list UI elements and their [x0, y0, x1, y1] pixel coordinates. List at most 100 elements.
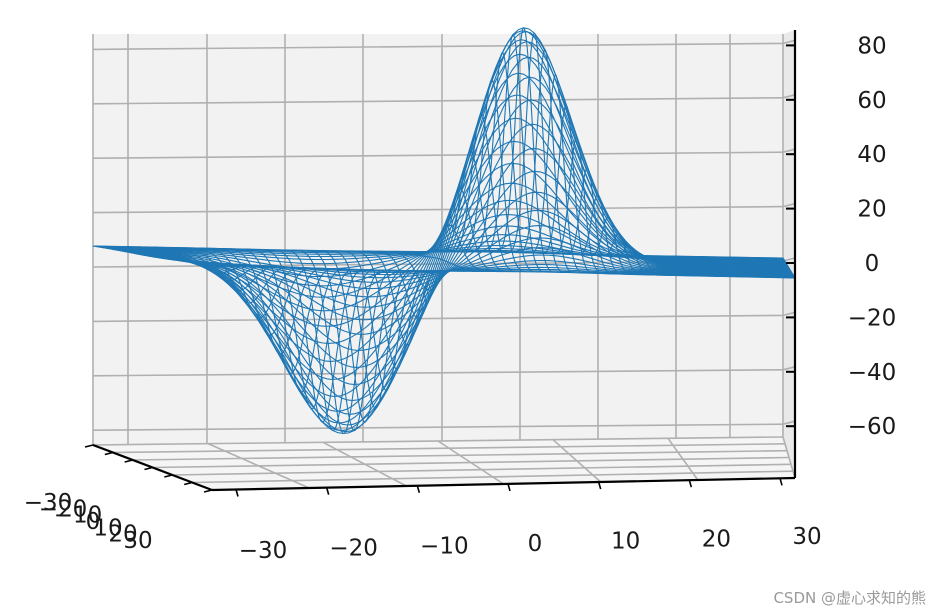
floor-grid-line	[112, 443, 786, 454]
y-tick-label: −30	[24, 490, 73, 516]
surface-line-x	[667, 255, 699, 277]
watermark: CSDN @虚心求知的熊	[773, 589, 926, 607]
surface-line-x	[311, 249, 397, 432]
y-tick-label: −10	[54, 503, 103, 529]
x-tick-label: −10	[420, 533, 469, 559]
surface-line-x	[242, 248, 339, 374]
y-tick-label: 10	[93, 515, 122, 541]
z-tick-label: 80	[857, 33, 886, 59]
floor-grid-line	[782, 436, 796, 479]
surface-line-x	[161, 246, 271, 274]
floor-grid-line	[92, 436, 784, 446]
y-tick-mark	[84, 444, 94, 448]
surface-line-x	[598, 232, 640, 276]
x-tick-mark	[325, 487, 330, 495]
grid-line-horizontal	[782, 366, 796, 371]
surface-line-x	[507, 32, 563, 273]
x-tick-mark	[688, 479, 693, 488]
surface-line-x	[656, 255, 689, 277]
surface-line-x	[725, 256, 747, 278]
surface-line-x	[748, 257, 767, 278]
surface-line-x	[472, 52, 533, 273]
wireframe-surface	[92, 27, 796, 435]
surface-line-x	[610, 244, 650, 276]
y-tick-mark	[164, 474, 173, 478]
surface-line-x	[265, 248, 358, 410]
x-tick-label: −30	[239, 538, 288, 564]
surface-line-x	[253, 248, 349, 393]
tick-marks	[84, 44, 795, 497]
surface-line-x	[230, 248, 329, 355]
z-tick-label: 20	[857, 197, 886, 223]
z-tick-label: −60	[848, 414, 897, 440]
surface-line-x	[299, 249, 387, 435]
grid-line-horizontal	[92, 314, 784, 323]
surface-line-x	[575, 194, 621, 275]
grid-line-horizontal	[92, 423, 784, 431]
grid-line-horizontal	[92, 369, 784, 377]
surface-line-x	[736, 256, 757, 278]
surface-line-x	[679, 255, 708, 277]
y-tick-label: −20	[39, 496, 88, 522]
grid-line-horizontal	[92, 97, 784, 105]
surface-line-x	[702, 256, 728, 277]
grid-line-horizontal	[782, 39, 796, 45]
surface-line-x	[690, 255, 718, 277]
surface-line-x	[771, 257, 786, 279]
y-tick-label: 20	[108, 522, 137, 548]
surface-line-x	[564, 167, 611, 275]
y-tick-mark	[104, 451, 114, 456]
surface-line-x	[460, 79, 524, 273]
x-tick-mark	[597, 481, 602, 490]
y-tick-label: 0	[86, 509, 101, 535]
y-tick-label: 30	[123, 528, 152, 554]
grid-line-horizontal	[782, 311, 796, 317]
surface-line-x	[484, 33, 543, 273]
grid-line-horizontal	[782, 148, 796, 153]
x-tick-mark	[507, 483, 511, 492]
grid-line-horizontal	[782, 202, 796, 208]
surface-line-x	[518, 49, 572, 274]
surface-line-x	[173, 246, 281, 282]
x-tick-label: 30	[792, 524, 821, 550]
surface-line-x	[644, 255, 679, 277]
surface-line-x	[288, 249, 378, 432]
x-axis-line	[211, 476, 796, 492]
surface-line-x	[380, 250, 456, 320]
x-tick-mark	[416, 485, 421, 493]
z-tick-label: 60	[857, 88, 886, 114]
surface-line-x	[345, 250, 426, 391]
grid-line-horizontal	[92, 151, 784, 159]
surface-line-x	[403, 250, 475, 272]
surface-line-x	[541, 104, 592, 274]
side-pane	[783, 30, 795, 478]
z-tick-label: 40	[857, 142, 886, 168]
surface-line-x	[449, 113, 514, 273]
surface-line-x	[713, 256, 738, 278]
surface-line-x	[529, 74, 582, 274]
grid-line-horizontal	[92, 205, 784, 214]
surface-line-x	[621, 252, 660, 276]
y-tick-mark	[183, 481, 193, 486]
surface-line-x	[207, 247, 310, 319]
y-tick-mark	[144, 466, 153, 471]
z-tick-label: −20	[848, 305, 897, 331]
surface-line-x	[104, 245, 222, 267]
surface-line-x	[357, 250, 436, 370]
x-tick-label: 20	[702, 526, 731, 552]
surface-line-x	[759, 257, 777, 278]
surface-line-x	[495, 27, 553, 273]
x-tick-label: 0	[528, 531, 543, 557]
surface-line-x	[322, 250, 407, 423]
grid-line-horizontal	[782, 94, 796, 99]
surface-line-x	[437, 150, 504, 273]
z-tick-label: 0	[865, 251, 880, 277]
x-tick-mark	[235, 489, 239, 497]
z-tick-label: −40	[848, 360, 897, 386]
grid-line-horizontal	[782, 420, 796, 425]
surface-line-x	[391, 250, 465, 291]
surface-line-x	[587, 216, 631, 275]
surface-line-x	[426, 188, 494, 273]
